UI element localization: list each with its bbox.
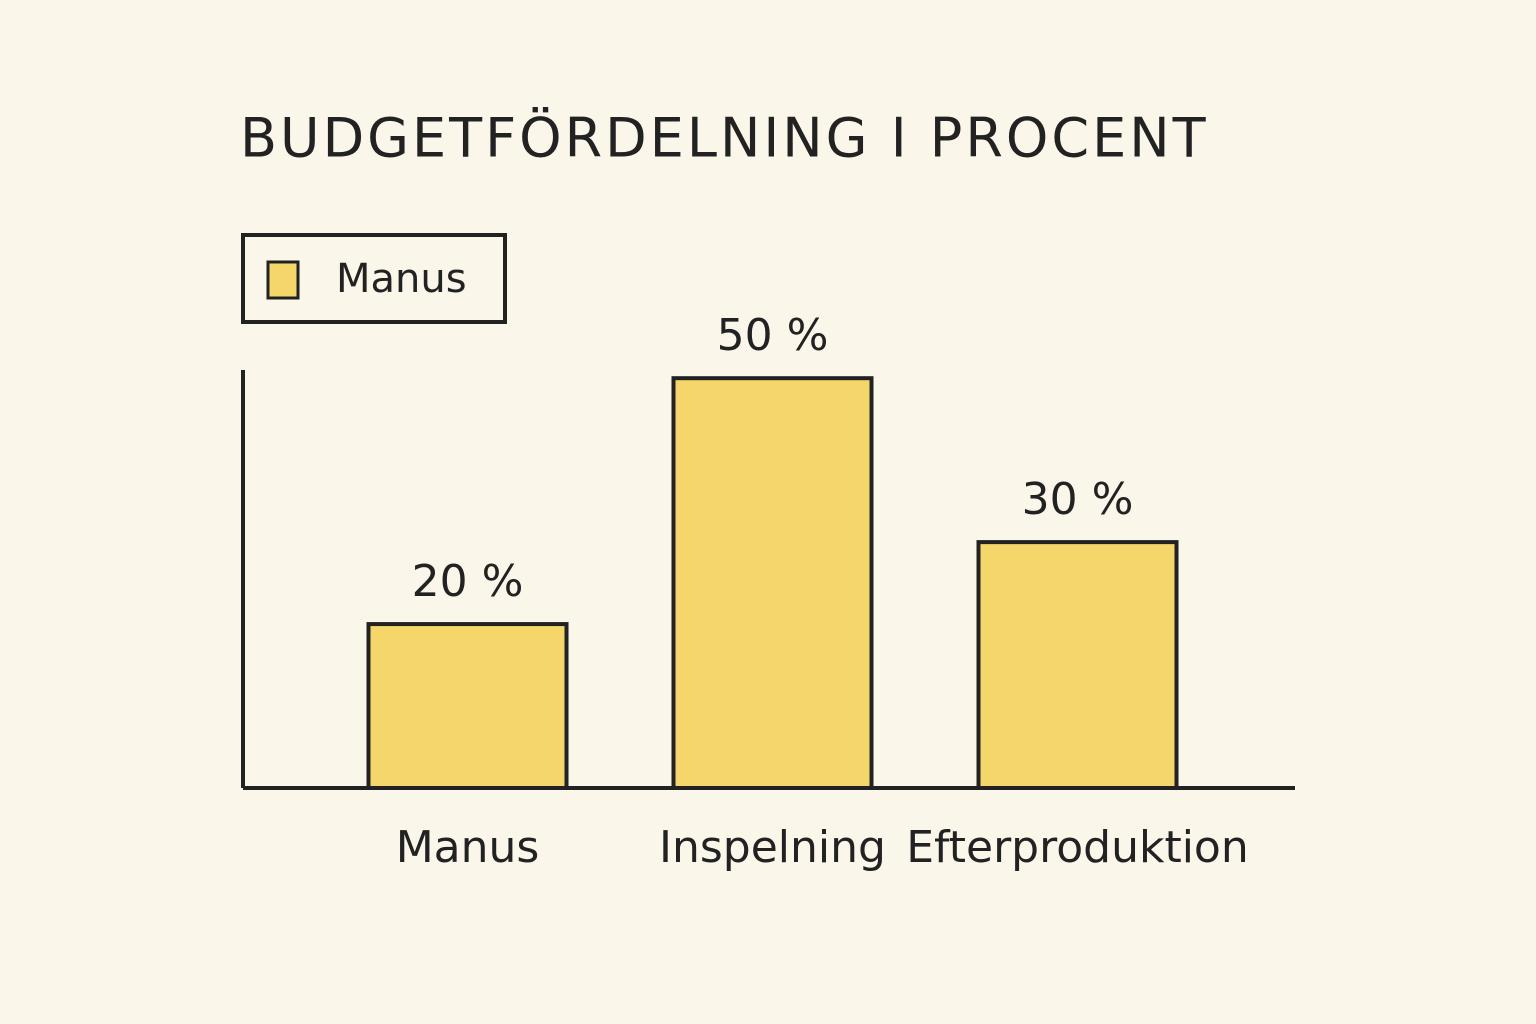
chart-title: BUDGETFÖRDELNING I PROCENT	[240, 107, 1209, 170]
value-label: 50 %	[717, 310, 829, 361]
legend-swatch	[266, 260, 300, 300]
value-label: 20 %	[412, 556, 524, 607]
legend-box	[241, 233, 507, 324]
bar	[976, 540, 1179, 791]
legend-label: Manus	[336, 256, 467, 302]
x-tick-label: Efterproduktion	[906, 822, 1248, 873]
bar	[671, 376, 874, 790]
bar	[366, 622, 569, 790]
value-label: 30 %	[1022, 474, 1134, 525]
x-tick-label: Inspelning	[659, 822, 886, 873]
x-tick-label: Manus	[396, 822, 540, 873]
legend: Manus	[241, 233, 507, 324]
